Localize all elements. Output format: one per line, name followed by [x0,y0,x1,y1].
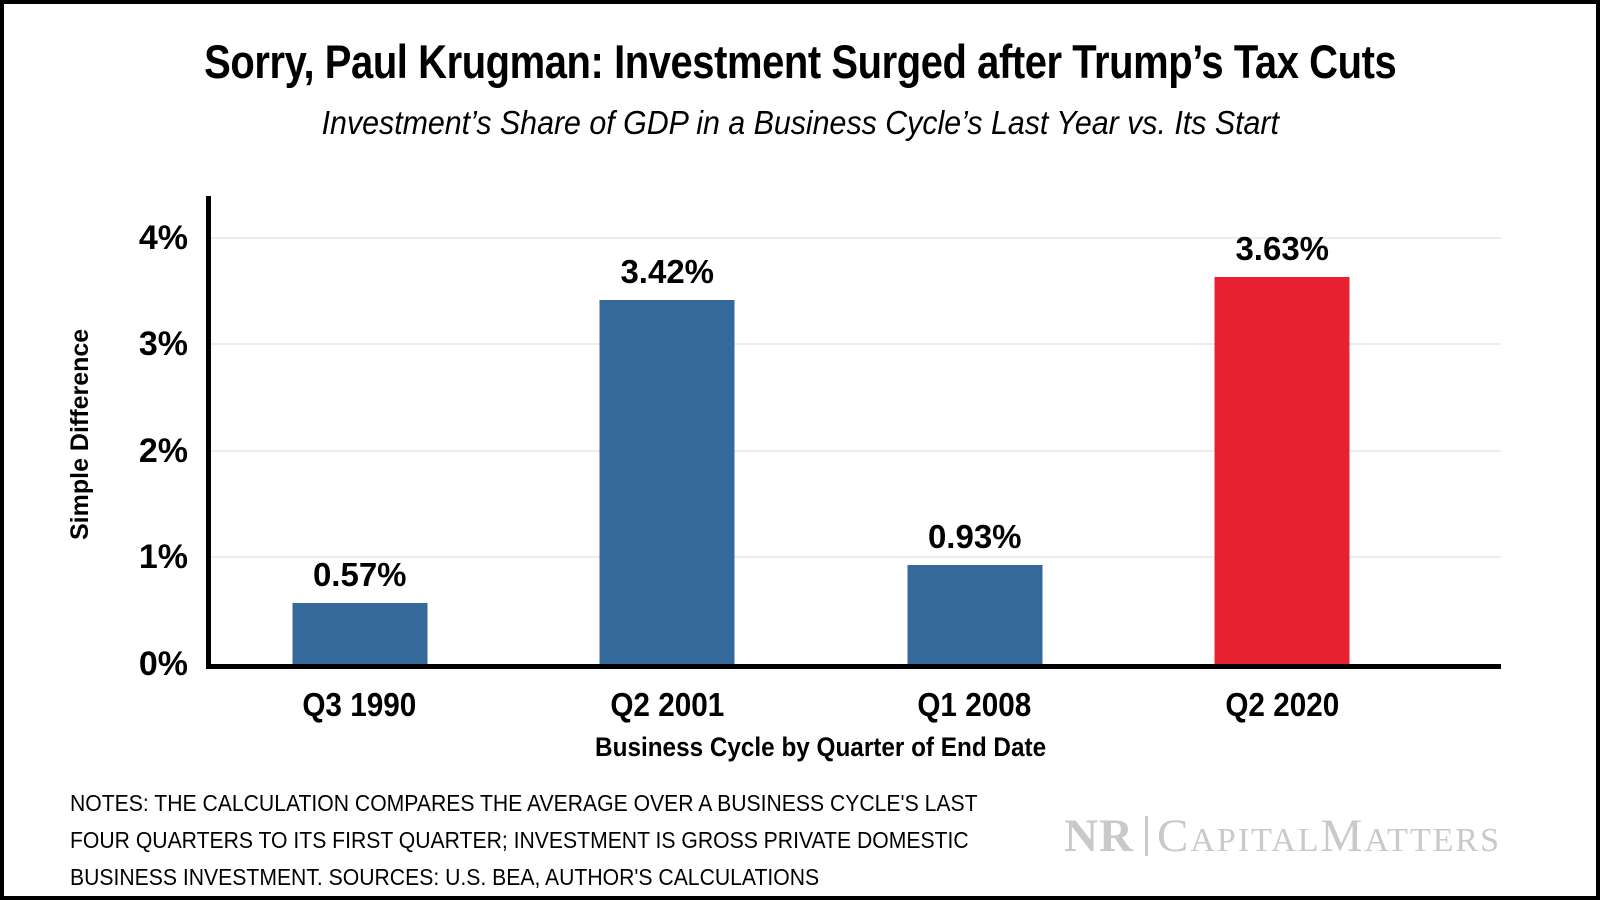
gridline-3pct [206,343,1501,345]
gridline-2pct [206,450,1501,452]
bar-slots: 0.57% Q3 1990 3.42% Q2 2001 0.93% Q1 200… [206,196,1437,723]
chart-subtitle: Investment’s Share of GDP in a Business … [4,104,1596,142]
x-tick-label: Q2 2001 [610,686,725,723]
bar-q2-2001 [599,300,735,664]
logo-separator-bar [1145,816,1148,856]
x-axis-title: Business Cycle by Quarter of End Date [595,732,1047,762]
x-axis-line [206,664,1501,669]
logo-matters-initial: M [1320,810,1365,862]
bar-slot-q1-2008: 0.93% Q1 2008 [821,196,1129,723]
logo-capital-initial: C [1157,810,1191,862]
chart-title-text: Sorry, Paul Krugman: Investment Surged a… [203,35,1397,88]
bar-q1-2008 [907,565,1043,664]
y-tick-label-2: 2% [138,432,188,470]
gridline-4pct [206,237,1501,239]
bar-value-label: 0.93% [927,518,1022,555]
bar-value-label: 3.63% [1235,230,1330,267]
x-tick-label: Q2 2020 [1225,686,1340,723]
y-tick-label-1: 1% [138,538,188,576]
y-tick-label-0: 0% [138,645,188,683]
y-tick-label-4: 4% [138,219,188,257]
bar-value-label: 3.42% [620,253,715,290]
x-tick-label: Q1 2008 [917,686,1032,723]
logo-matters-rest: ATTERS [1364,822,1501,859]
y-tick-label-3: 3% [138,325,188,363]
bar-slot-q2-2020: 3.63% Q2 2020 [1129,196,1437,723]
footnotes: NOTES: THE CALCULATION COMPARES THE AVER… [70,785,1056,896]
bar-slot-q3-1990: 0.57% Q3 1990 [206,196,514,723]
logo-nr-text: NR [1064,810,1134,862]
chart-title: Sorry, Paul Krugman: Investment Surged a… [4,34,1596,89]
nr-capital-matters-logo: NR CAPITALMATTERS [1064,809,1501,863]
bar-q2-2020 [1214,277,1350,664]
gridline-1pct [206,556,1501,558]
bar-q3-1990 [292,603,428,664]
footnote-line-2: FOUR QUARTERS TO ITS FIRST QUARTER; INVE… [70,827,969,853]
x-tick-label: Q3 1990 [302,686,417,723]
plot-area: 0% 1% 2% 3% 4% 0.57% Q3 1990 3.42% Q2 20… [139,196,1501,723]
bar-slot-q2-2001: 3.42% Q2 2001 [514,196,822,723]
chart-subtitle-text: Investment’s Share of GDP in a Business … [321,104,1279,141]
y-axis-line [206,196,211,669]
footnote-line-3: BUSINESS INVESTMENT. SOURCES: U.S. BEA, … [70,864,820,890]
footnote-line-1: NOTES: THE CALCULATION COMPARES THE AVER… [70,790,978,816]
bar-value-label: 0.57% [312,556,407,593]
logo-capital-rest: APITAL [1190,822,1321,859]
